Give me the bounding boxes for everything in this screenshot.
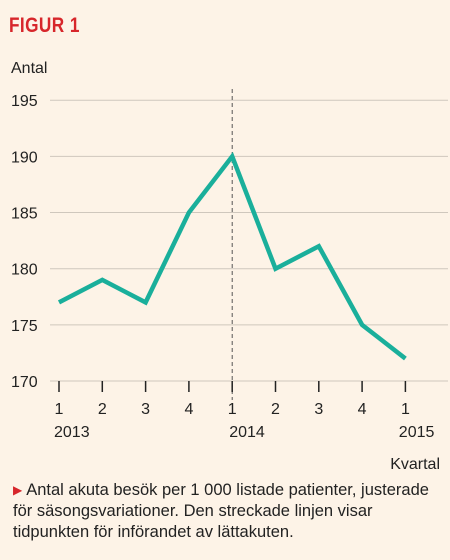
figure-caption: ▶ Antal akuta besök per 1 000 listade pat… — [13, 480, 443, 543]
figure-label: FIGUR 1 — [9, 14, 80, 37]
caption-text: Antal akuta besök per 1 000 listade pati… — [13, 481, 429, 541]
x-tick-label: 2 — [98, 401, 107, 418]
y-axis-label: Antal — [11, 60, 47, 77]
x-tick-label: 1 — [228, 401, 237, 418]
y-tick-label: 185 — [11, 206, 38, 223]
caption-marker: ▶ — [13, 483, 23, 497]
x-tick-label: 3 — [314, 401, 323, 418]
x-tick-label: 1 — [55, 401, 64, 418]
series-line-group — [57, 151, 407, 361]
year-label: 2013 — [54, 424, 90, 441]
x-tick-label: 3 — [141, 401, 150, 418]
y-tick-label: 190 — [11, 149, 38, 166]
y-tick-label: 170 — [11, 374, 38, 391]
x-tick-label: 2 — [271, 401, 280, 418]
x-tick-label: 4 — [358, 401, 367, 418]
y-tick-label: 180 — [11, 262, 38, 279]
year-label: 2014 — [229, 424, 265, 441]
y-axis: 170 175 180 185 190 195 — [11, 93, 38, 391]
x-axis-label: Kvartal — [390, 456, 440, 473]
y-tick-label: 195 — [11, 93, 38, 110]
x-tick-label: 4 — [184, 401, 193, 418]
y-tick-label: 175 — [11, 318, 38, 335]
year-label: 2015 — [399, 424, 435, 441]
x-tick-label: 1 — [401, 401, 410, 418]
x-axis: 1 2 3 4 1 2 3 4 1 2013 2014 2015 — [54, 381, 435, 441]
line-chart: 170 175 180 185 190 195 Antal 1 2 3 4 1 2 3 4 1 2013 20… — [11, 60, 448, 473]
gridlines — [50, 99, 448, 382]
